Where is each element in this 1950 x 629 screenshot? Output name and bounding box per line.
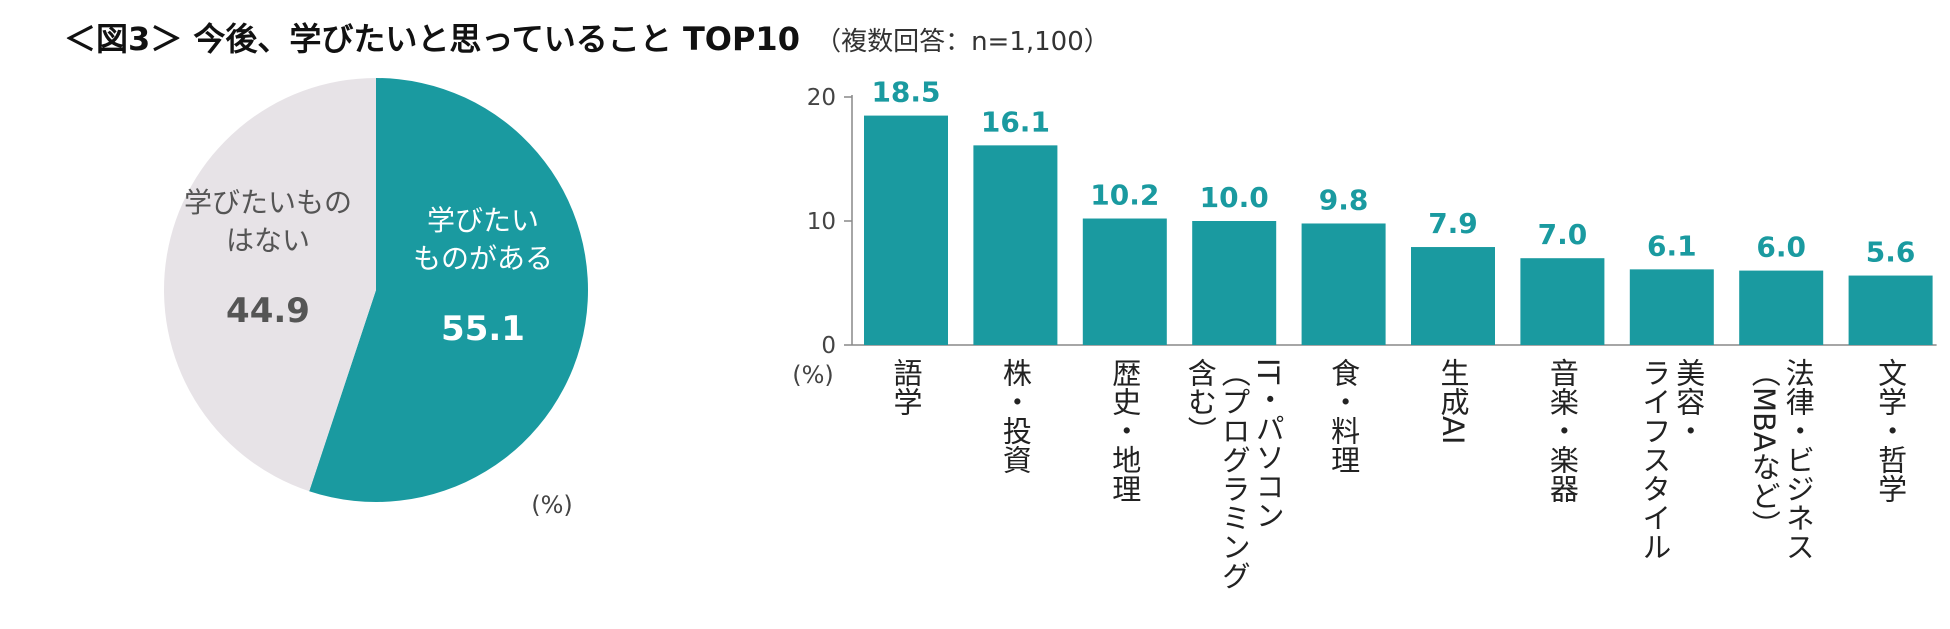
category-label: 語学 <box>889 358 923 416</box>
bar-6 <box>1411 247 1495 345</box>
category-label: （MBAなど） <box>1747 358 1781 539</box>
y-tick-label: 10 <box>807 209 836 235</box>
pie-slice-2 <box>164 78 376 492</box>
bar-value-label: 10.0 <box>1200 181 1269 214</box>
pie-slice-1 <box>309 78 589 502</box>
pie-slice-label: 学びたいもの <box>184 186 352 219</box>
category-label: ライフスタイル <box>1638 358 1672 561</box>
pie-slice-label: 学びたい <box>427 204 539 237</box>
bar-1 <box>864 115 948 345</box>
title-subtitle: （複数回答：n=1,100） <box>815 27 1110 57</box>
category-label: 法律・ビジネス <box>1781 358 1815 561</box>
bar-unit-label: (%) <box>792 361 834 389</box>
y-tick-label: 0 <box>821 333 836 359</box>
chart-title: ＜図3＞ 今後、学びたいと思っていること TOP10 （複数回答：n=1,100… <box>64 14 1110 60</box>
bar-value-label: 18.5 <box>871 76 940 109</box>
bar-value-label: 16.1 <box>981 105 1050 138</box>
pie-slice-label: はない <box>226 224 310 257</box>
bar-value-label: 5.6 <box>1866 236 1916 269</box>
bar-7 <box>1520 258 1605 345</box>
category-label: 音楽・楽器 <box>1545 358 1579 503</box>
bar-value-label: 6.0 <box>1756 231 1806 264</box>
bar-value-label: 6.1 <box>1647 229 1697 262</box>
bar-value-label: 7.9 <box>1428 207 1478 240</box>
category-label: （プログラミング <box>1217 358 1251 590</box>
category-label: 美容・ <box>1672 358 1706 445</box>
bar-value-label: 9.8 <box>1319 183 1369 216</box>
bar-3 <box>1082 218 1167 345</box>
bar-8 <box>1629 269 1714 345</box>
bar-5 <box>1301 223 1386 345</box>
category-label: IT・パソコン <box>1251 358 1285 529</box>
category-label: 食・料理 <box>1327 358 1361 474</box>
category-label: 文学・哲学 <box>1874 358 1908 503</box>
category-label: 株・投資 <box>998 358 1032 474</box>
bar-value-label: 10.2 <box>1090 179 1159 212</box>
bar-10 <box>1848 275 1933 345</box>
title-main: ＜図3＞ 今後、学びたいと思っていること TOP10 <box>64 20 800 58</box>
bar-value-label: 7.0 <box>1538 218 1588 251</box>
bar-chart: 0 10 20 (%) 18.5 語学 16.1 株・投資 10.2 歴史・地理 10.0 IT・パソ… <box>792 76 1937 590</box>
category-label: 歴史・地理 <box>1108 358 1142 503</box>
bar-2 <box>973 145 1058 345</box>
category-label: 含む） <box>1183 358 1217 445</box>
pie-slice-label: ものがある <box>413 242 553 275</box>
y-tick-label: 20 <box>807 85 836 111</box>
pie-slice-value: 55.1 <box>441 309 525 349</box>
category-label: 生成AI <box>1436 358 1470 445</box>
bar-9 <box>1739 270 1824 345</box>
bar-4 <box>1192 221 1277 345</box>
pie-unit-label: (%) <box>531 491 573 519</box>
pie-slice-value: 44.9 <box>226 291 310 331</box>
